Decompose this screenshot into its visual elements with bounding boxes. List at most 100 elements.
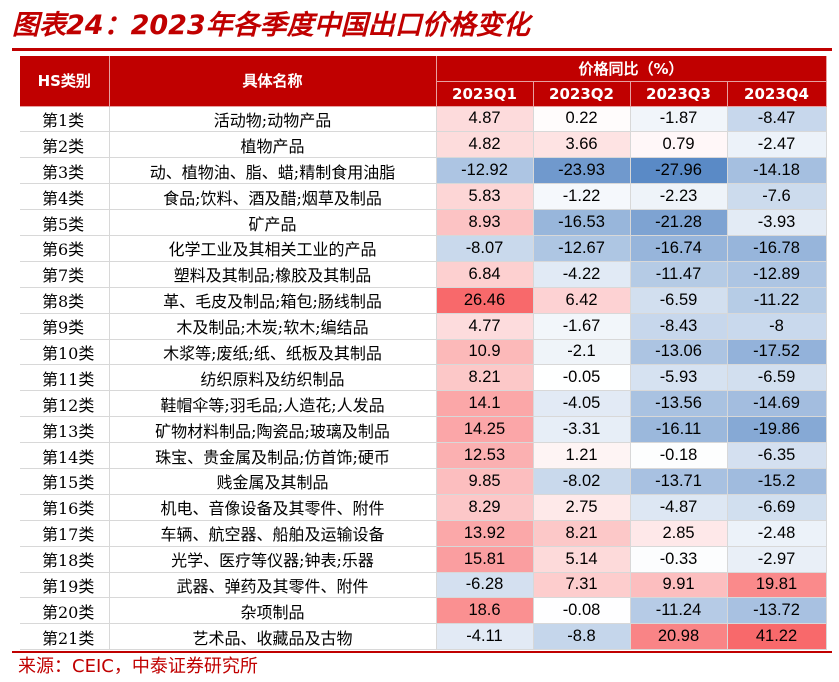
price-yoy-cell: -12.67: [533, 235, 631, 262]
price-yoy-cell: 8.29: [436, 494, 534, 521]
price-yoy-cell: -1.67: [533, 313, 631, 340]
price-yoy-cell: -6.28: [436, 572, 534, 599]
price-yoy-cell: 14.25: [436, 416, 534, 444]
price-yoy-cell: 12.53: [436, 442, 534, 469]
table-row: 第11类 纺织原料及纺织制品 8.21 -0.05 -5.93 -6.59: [20, 364, 827, 392]
price-yoy-cell: -2.23: [630, 183, 728, 211]
item-name-cell: 武器、弹药及其零件、附件: [109, 572, 437, 599]
title-divider: [12, 48, 832, 51]
hs-category-cell: 第7类: [20, 261, 110, 288]
price-yoy-cell: 9.85: [436, 468, 534, 495]
price-yoy-cell: -13.72: [727, 597, 827, 625]
price-yoy-cell: -17.52: [727, 339, 827, 366]
price-yoy-cell: 4.82: [436, 131, 534, 159]
price-yoy-cell: 8.93: [436, 209, 534, 236]
price-yoy-cell: -13.56: [630, 390, 728, 418]
price-yoy-cell: -1.22: [533, 183, 631, 211]
table-row: 第13类 矿物材料制品;陶瓷品;玻璃及制品 14.25 -3.31 -16.11 -19.…: [20, 416, 827, 444]
price-yoy-cell: -0.18: [630, 442, 728, 469]
price-yoy-cell: -0.33: [630, 546, 728, 573]
table-row: 第2类 植物产品 4.82 3.66 0.79 -2.47: [20, 131, 827, 159]
hs-category-cell: 第9类: [20, 313, 110, 340]
table-row: 第16类 机电、音像设备及其零件、附件 8.29 2.75 -4.87 -6.69: [20, 494, 827, 521]
item-name-cell: 艺术品、收藏品及古物: [109, 623, 437, 651]
header-quarter: 2023Q2: [533, 81, 631, 107]
price-yoy-cell: 6.42: [533, 287, 631, 314]
price-yoy-cell: -6.59: [630, 287, 728, 314]
hs-category-cell: 第21类: [20, 623, 110, 651]
price-yoy-cell: -8.07: [436, 235, 534, 262]
table-row: 第5类 矿产品 8.93 -16.53 -21.28 -3.93: [20, 209, 827, 236]
price-yoy-cell: 15.81: [436, 546, 534, 573]
header-quarter: 2023Q3: [630, 81, 728, 107]
price-yoy-cell: -8: [727, 313, 827, 340]
price-yoy-cell: -2.47: [727, 131, 827, 159]
item-name-cell: 动、植物油、脂、蜡;精制食用油脂: [109, 157, 437, 185]
table-row: 第17类 车辆、航空器、船舶及运输设备 13.92 8.21 2.85 -2.48: [20, 520, 827, 547]
price-yoy-cell: -8.47: [727, 106, 827, 133]
price-yoy-cell: -5.93: [630, 364, 728, 392]
table-row: 第9类 木及制品;木炭;软木;编结品 4.77 -1.67 -8.43 -8: [20, 313, 827, 340]
hs-category-cell: 第4类: [20, 183, 110, 211]
price-yoy-cell: -2.1: [533, 339, 631, 366]
hs-category-cell: 第2类: [20, 131, 110, 159]
price-yoy-cell: -13.71: [630, 468, 728, 495]
price-yoy-cell: -13.06: [630, 339, 728, 366]
price-yoy-cell: 18.6: [436, 597, 534, 625]
item-name-cell: 革、毛皮及制品;箱包;肠线制品: [109, 287, 437, 314]
price-yoy-cell: -2.48: [727, 520, 827, 547]
table-row: 第15类 贱金属及其制品 9.85 -8.02 -13.71 -15.2: [20, 468, 827, 495]
price-yoy-cell: -4.11: [436, 623, 534, 651]
table-row: 第6类 化学工业及其相关工业的产品 -8.07 -12.67 -16.74 -16.78: [20, 235, 827, 262]
price-yoy-cell: 10.9: [436, 339, 534, 366]
price-yoy-cell: -27.96: [630, 157, 728, 185]
price-yoy-cell: -4.22: [533, 261, 631, 288]
hs-category-cell: 第14类: [20, 442, 110, 469]
hs-category-cell: 第16类: [20, 494, 110, 521]
hs-category-cell: 第8类: [20, 287, 110, 314]
price-yoy-cell: 7.31: [533, 572, 631, 599]
table-row: 第7类 塑料及其制品;橡胶及其制品 6.84 -4.22 -11.47 -12.89: [20, 261, 827, 288]
header-hs-category: HS类别: [20, 56, 110, 107]
table-row: 第10类 木浆等;废纸;纸、纸板及其制品 10.9 -2.1 -13.06 -17.52: [20, 339, 827, 366]
price-yoy-cell: 9.91: [630, 572, 728, 599]
price-yoy-cell: -12.89: [727, 261, 827, 288]
price-yoy-cell: -19.86: [727, 416, 827, 444]
table-row: 第20类 杂项制品 18.6 -0.08 -11.24 -13.72: [20, 597, 827, 625]
table-row: 第19类 武器、弹药及其零件、附件 -6.28 7.31 9.91 19.81: [20, 572, 827, 599]
table-row: 第12类 鞋帽伞等;羽毛品;人造花;人发品 14.1 -4.05 -13.56 -14.6…: [20, 390, 827, 418]
footer-divider: [12, 651, 832, 653]
price-yoy-cell: -15.2: [727, 468, 827, 495]
price-yoy-cell: 41.22: [727, 623, 827, 651]
hs-category-cell: 第15类: [20, 468, 110, 495]
item-name-cell: 木及制品;木炭;软木;编结品: [109, 313, 437, 340]
price-yoy-cell: -14.18: [727, 157, 827, 185]
source-note: 来源：CEIC，中泰证券研究所: [18, 656, 258, 677]
item-name-cell: 矿产品: [109, 209, 437, 236]
price-yoy-cell: -4.05: [533, 390, 631, 418]
item-name-cell: 车辆、航空器、船舶及运输设备: [109, 520, 437, 547]
price-yoy-cell: -2.97: [727, 546, 827, 573]
price-yoy-cell: 1.21: [533, 442, 631, 469]
header-item-name: 具体名称: [109, 56, 437, 107]
table-row: 第3类 动、植物油、脂、蜡;精制食用油脂 -12.92 -23.93 -27.96 -14…: [20, 157, 827, 185]
header-price-yoy: 价格同比（%）: [436, 56, 827, 82]
table-body: 第1类 活动物;动物产品 4.87 0.22 -1.87 -8.47 第2类 植物产品 4.82…: [20, 106, 827, 651]
price-yoy-cell: -0.08: [533, 597, 631, 625]
item-name-cell: 珠宝、贵金属及制品;仿首饰;硬币: [109, 442, 437, 469]
price-yoy-cell: -0.05: [533, 364, 631, 392]
item-name-cell: 塑料及其制品;橡胶及其制品: [109, 261, 437, 288]
item-name-cell: 活动物;动物产品: [109, 106, 437, 133]
hs-category-cell: 第5类: [20, 209, 110, 236]
price-yoy-cell: 2.75: [533, 494, 631, 521]
item-name-cell: 食品;饮料、酒及醋;烟草及制品: [109, 183, 437, 211]
price-yoy-cell: -16.78: [727, 235, 827, 262]
hs-category-cell: 第1类: [20, 106, 110, 133]
price-yoy-cell: 8.21: [533, 520, 631, 547]
hs-category-cell: 第10类: [20, 339, 110, 366]
price-yoy-cell: -11.22: [727, 287, 827, 314]
price-yoy-cell: -3.93: [727, 209, 827, 236]
hs-category-cell: 第19类: [20, 572, 110, 599]
table-row: 第18类 光学、医疗等仪器;钟表;乐器 15.81 5.14 -0.33 -2.97: [20, 546, 827, 573]
item-name-cell: 木浆等;废纸;纸、纸板及其制品: [109, 339, 437, 366]
